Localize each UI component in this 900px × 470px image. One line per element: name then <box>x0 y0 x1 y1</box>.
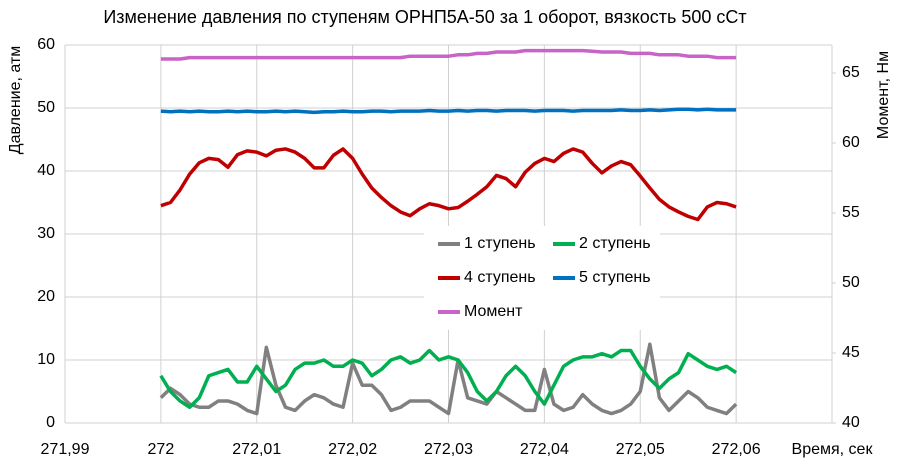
series-line <box>160 147 737 222</box>
series-line <box>159 342 738 416</box>
y2-axis-title: Момент, Нм <box>875 51 892 139</box>
series-line <box>160 48 737 61</box>
y-tick-label: 60 <box>37 36 55 53</box>
y-tick-label: 50 <box>37 99 55 116</box>
y-axis-title: Давление, атм <box>7 46 24 155</box>
y-tick-label: 0 <box>46 414 55 431</box>
x-tick-label: 272,02 <box>328 441 377 458</box>
x-tick-label: 272,04 <box>520 441 569 458</box>
chart-title: Изменение давления по ступеням ОРНП5А-50… <box>103 7 746 27</box>
legend-label: 2 ступень <box>579 235 651 252</box>
y-tick-label: 20 <box>37 288 55 305</box>
x-axis-title: Время, сек <box>792 441 874 458</box>
y-tick-label: 40 <box>37 162 55 179</box>
x-tick-label: 272 <box>148 441 175 458</box>
y2-tick-label: 50 <box>842 274 860 291</box>
y-tick-label: 10 <box>37 351 55 368</box>
legend-label: 5 ступень <box>579 269 651 286</box>
x-tick-label: 272,05 <box>616 441 665 458</box>
x-tick-label: 271,99 <box>41 441 90 458</box>
y2-tick-label: 60 <box>842 134 860 151</box>
x-tick-label: 272,06 <box>712 441 761 458</box>
legend-label: 1 ступень <box>464 235 536 252</box>
y2-tick-label: 40 <box>842 414 860 431</box>
y-tick-label: 30 <box>37 225 55 242</box>
legend-box <box>424 226 660 330</box>
legend-label: Момент <box>464 303 523 320</box>
y2-tick-label: 65 <box>842 64 860 81</box>
y2-tick-label: 55 <box>842 204 860 221</box>
series-line <box>159 348 738 409</box>
x-tick-label: 272,01 <box>232 441 281 458</box>
legend: 1 ступень 2 ступень 4 ступень 5 ступень Моме… <box>424 226 660 330</box>
legend-label: 4 ступень <box>464 269 536 286</box>
series-line <box>160 107 737 115</box>
x-tick-label: 272,03 <box>424 441 473 458</box>
y2-tick-label: 45 <box>842 344 860 361</box>
